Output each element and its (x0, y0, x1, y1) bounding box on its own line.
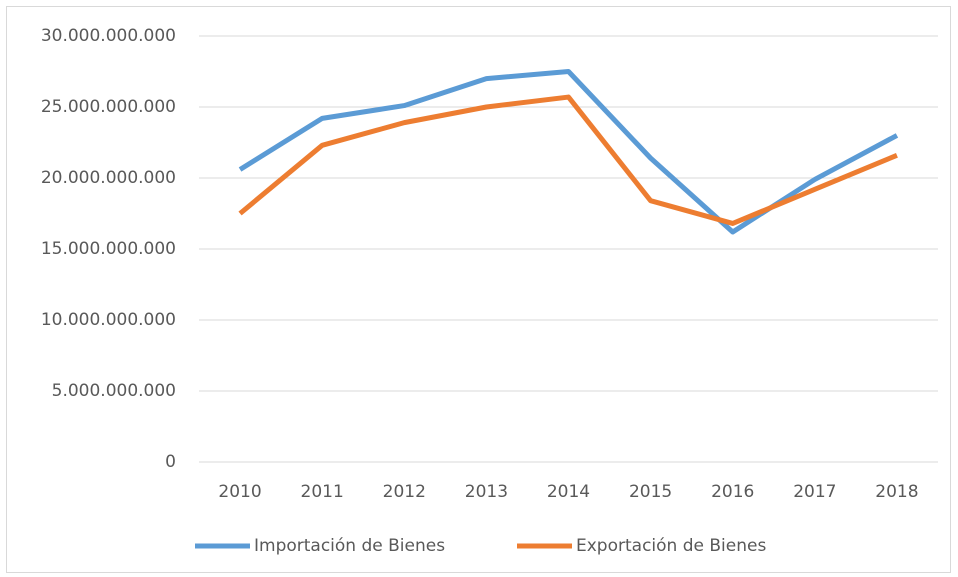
x-tick-label: 2015 (629, 482, 672, 502)
x-tick-label: 2012 (383, 482, 426, 502)
y-tick-label: 20.000.000.000 (41, 168, 176, 188)
series-line (238, 94, 898, 226)
legend-label: Exportación de Bienes (576, 536, 766, 556)
x-tick-label: 2014 (547, 482, 590, 502)
y-tick-label: 25.000.000.000 (41, 97, 176, 117)
x-tick-label: 2018 (875, 482, 918, 502)
x-tick-label: 2017 (793, 482, 836, 502)
chart-frame (6, 6, 951, 573)
x-tick-label: 2011 (301, 482, 344, 502)
y-tick-label: 5.000.000.000 (52, 381, 176, 401)
legend-label: Importación de Bienes (254, 536, 445, 556)
series-line (238, 69, 899, 235)
x-tick-label: 2010 (218, 482, 261, 502)
y-tick-label: 10.000.000.000 (41, 310, 176, 330)
y-tick-label: 30.000.000.000 (41, 26, 176, 46)
x-tick-label: 2013 (465, 482, 508, 502)
x-tick-label: 2016 (711, 482, 754, 502)
y-tick-label: 15.000.000.000 (41, 239, 176, 259)
y-tick-label: 0 (165, 452, 176, 472)
